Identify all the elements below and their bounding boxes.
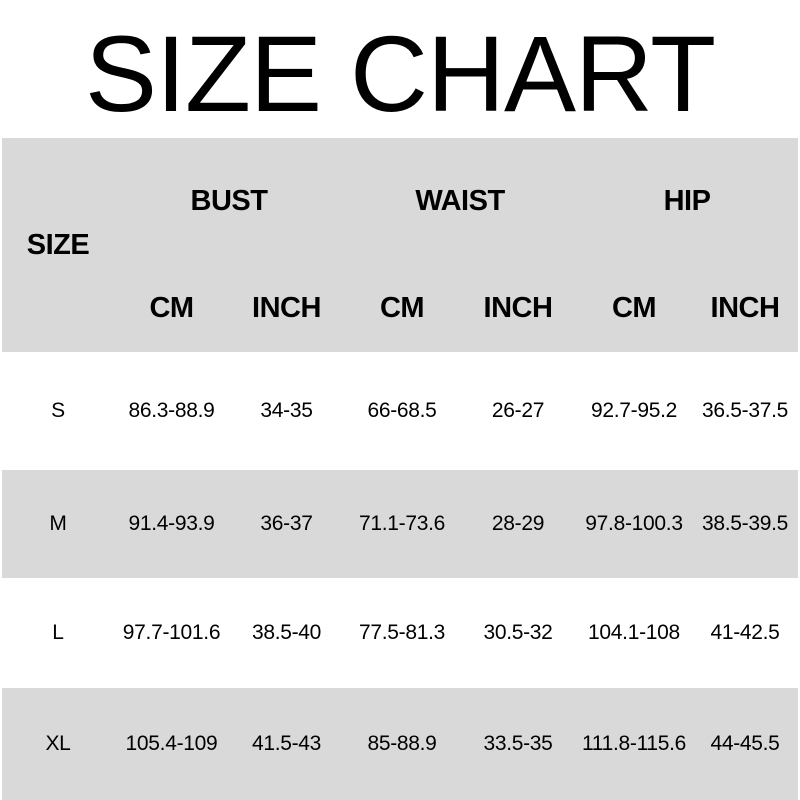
hip-cm-value: 104.1-108	[588, 621, 680, 644]
size-label: M	[49, 512, 67, 535]
waist-inch-value: 30.5-32	[483, 621, 553, 644]
size-column-header: SIZE	[26, 228, 90, 261]
bust-inch-value: 41.5-43	[251, 732, 322, 755]
bust-cm-value: 86.3-88.9	[128, 399, 215, 422]
title-bar: SIZE CHART	[0, 0, 800, 138]
hip-cm-value: 111.8-115.6	[581, 732, 687, 755]
size-label: XL	[45, 732, 71, 755]
waist-group-header: WAIST	[415, 184, 505, 217]
waist-inch-value: 33.5-35	[483, 732, 553, 755]
size-label: S	[51, 399, 65, 422]
table-row-xl: XL 105.4-109 41.5-43 85-88.9 33.5-35 111…	[2, 688, 798, 800]
bust-cm-value: 105.4-109	[125, 732, 218, 755]
size-label: L	[52, 621, 64, 644]
bust-inch-header: INCH	[252, 291, 321, 324]
table-row-m: M 91.4-93.9 36-37 71.1-73.6 28-29 97.8-1…	[2, 470, 798, 578]
hip-inch-value: 41-42.5	[710, 621, 780, 644]
waist-cm-value: 85-88.9	[367, 732, 437, 755]
hip-cm-value: 92.7-95.2	[590, 399, 678, 422]
page-title: SIZE CHART	[84, 13, 716, 134]
waist-cm-value: 66-68.5	[367, 399, 437, 422]
bust-cm-header: CM	[149, 291, 194, 324]
bust-group-header: BUST	[190, 184, 268, 217]
waist-cm-value: 71.1-73.6	[358, 512, 446, 535]
bust-inch-value: 36-37	[260, 512, 313, 535]
table-row-s: S 86.3-88.9 34-35 66-68.5 26-27 92.7-95.…	[2, 352, 798, 470]
size-chart-header: SIZE BUST WAIST HIP CM INCH CM INCH CM I…	[2, 138, 798, 352]
hip-inch-value: 44-45.5	[710, 732, 780, 755]
table-row-l: L 97.7-101.6 38.5-40 77.5-81.3 30.5-32 1…	[2, 578, 798, 688]
waist-cm-value: 77.5-81.3	[358, 621, 446, 644]
hip-inch-value: 36.5-37.5	[701, 399, 789, 422]
bust-cm-value: 91.4-93.9	[128, 512, 215, 535]
waist-cm-header: CM	[379, 291, 425, 324]
hip-group-header: HIP	[663, 184, 711, 217]
bust-cm-value: 97.7-101.6	[122, 621, 221, 644]
waist-inch-value: 28-29	[491, 512, 545, 535]
bust-inch-value: 34-35	[260, 399, 313, 422]
waist-inch-value: 26-27	[491, 399, 545, 422]
hip-cm-value: 97.8-100.3	[585, 512, 683, 535]
hip-cm-header: CM	[611, 291, 657, 324]
waist-inch-header: INCH	[483, 291, 553, 324]
hip-inch-value: 38.5-39.5	[701, 512, 789, 535]
bust-inch-value: 38.5-40	[251, 621, 322, 644]
hip-inch-header: INCH	[710, 291, 780, 324]
